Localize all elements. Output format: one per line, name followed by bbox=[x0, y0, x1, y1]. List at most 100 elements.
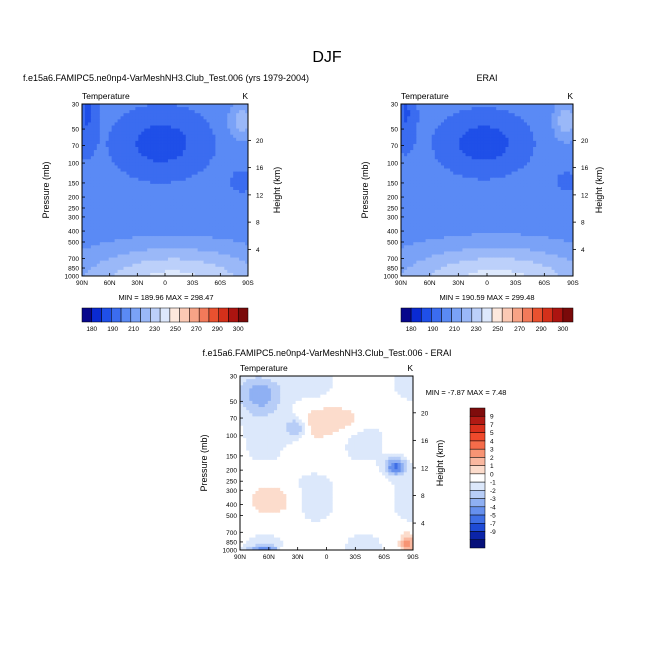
contour-cell bbox=[167, 257, 172, 262]
contour-cell bbox=[471, 125, 476, 129]
contour-cell bbox=[173, 190, 178, 194]
contour-cell bbox=[120, 229, 124, 234]
contour-cell bbox=[218, 217, 222, 222]
contour-cell bbox=[526, 147, 531, 151]
contour-cell bbox=[120, 226, 124, 231]
contour-cell bbox=[239, 186, 243, 191]
contour-cell bbox=[159, 122, 163, 126]
contour-cell bbox=[508, 137, 512, 142]
contour-cell bbox=[173, 245, 178, 249]
contour-cell bbox=[563, 143, 568, 148]
colorbar-swatch bbox=[130, 307, 141, 323]
contour-cell bbox=[508, 196, 512, 200]
contour-cell bbox=[227, 254, 231, 258]
contour-cell bbox=[404, 110, 408, 114]
contour-cell bbox=[203, 113, 207, 117]
contour-cell bbox=[545, 165, 549, 169]
contour-cell bbox=[162, 257, 166, 262]
contour-cell bbox=[203, 254, 207, 258]
contour-cell bbox=[182, 263, 187, 268]
contour-cell bbox=[236, 233, 240, 237]
contour-cell bbox=[517, 113, 522, 117]
contour-cell bbox=[490, 162, 494, 166]
contour-cell bbox=[511, 196, 516, 200]
contour-cell bbox=[209, 245, 213, 249]
contour-cell bbox=[108, 162, 113, 166]
contour-cell bbox=[545, 119, 549, 123]
contour-cell bbox=[135, 220, 139, 225]
contour-cell bbox=[114, 180, 118, 185]
contour-cell bbox=[239, 217, 243, 222]
contour-cell bbox=[539, 196, 543, 200]
contour-cell bbox=[569, 137, 573, 142]
contour-cell bbox=[230, 202, 234, 206]
contour-cell bbox=[117, 211, 121, 215]
contour-cell bbox=[150, 177, 154, 182]
contour-cell bbox=[132, 217, 136, 222]
contour-cell bbox=[533, 150, 537, 154]
contour-cell bbox=[165, 220, 169, 225]
y-tick-label: 850 bbox=[68, 266, 79, 273]
contour-cell bbox=[108, 193, 113, 197]
contour-cell bbox=[496, 147, 500, 151]
contour-cell bbox=[413, 168, 417, 172]
contour-cell bbox=[487, 150, 491, 154]
contour-cell bbox=[505, 137, 509, 142]
contour-cell bbox=[129, 186, 133, 191]
contour-cell bbox=[224, 180, 228, 185]
contour-cell bbox=[459, 177, 463, 182]
contour-cell bbox=[173, 223, 178, 228]
contour-cell bbox=[560, 147, 565, 151]
contour-cell bbox=[239, 140, 243, 145]
contour-cell bbox=[120, 223, 124, 228]
contour-cell bbox=[212, 223, 216, 228]
contour-cell bbox=[493, 137, 497, 142]
contour-cell bbox=[209, 159, 213, 163]
contour-cell bbox=[102, 171, 107, 176]
contour-cell bbox=[245, 162, 248, 166]
contour-cell bbox=[179, 272, 184, 276]
contour-cell bbox=[126, 205, 130, 209]
contour-cell bbox=[156, 153, 160, 157]
contour-cell bbox=[147, 260, 151, 265]
contour-cell bbox=[108, 226, 113, 231]
contour-cell bbox=[227, 196, 231, 200]
contour-cell bbox=[407, 128, 411, 133]
contour-cell bbox=[82, 186, 86, 191]
contour-cell bbox=[105, 245, 110, 249]
contour-cell bbox=[150, 254, 154, 258]
contour-cell bbox=[200, 174, 204, 179]
contour-cell bbox=[182, 134, 187, 139]
contour-cell bbox=[566, 131, 571, 136]
contour-cell bbox=[230, 110, 234, 114]
contour-cell bbox=[468, 140, 473, 145]
contour-cell bbox=[413, 150, 417, 154]
contour-cell bbox=[224, 245, 228, 249]
contour-cell bbox=[480, 137, 485, 142]
contour-cell bbox=[209, 137, 213, 142]
contour-cell bbox=[206, 174, 210, 179]
contour-cell bbox=[170, 186, 175, 191]
contour-cell bbox=[87, 122, 92, 126]
contour-cell bbox=[221, 113, 225, 117]
contour-cell bbox=[93, 254, 98, 258]
contour-cell bbox=[477, 162, 482, 166]
contour-cell bbox=[96, 186, 101, 191]
contour-cell bbox=[90, 180, 95, 185]
contour-cell bbox=[150, 180, 154, 185]
contour-cell bbox=[422, 199, 426, 203]
contour-cell bbox=[227, 205, 231, 209]
contour-cell bbox=[483, 116, 488, 120]
contour-cell bbox=[499, 104, 503, 108]
colorbar-label: 290 bbox=[212, 326, 223, 333]
contour-cell bbox=[197, 104, 201, 108]
contour-cell bbox=[129, 245, 133, 249]
contour-cell bbox=[569, 190, 573, 194]
contour-cell bbox=[114, 137, 118, 142]
contour-cell bbox=[150, 239, 154, 243]
contour-cell bbox=[456, 125, 460, 129]
contour-cell bbox=[487, 137, 491, 142]
contour-cell bbox=[153, 180, 157, 185]
contour-cell bbox=[194, 143, 198, 148]
contour-cell bbox=[191, 254, 196, 258]
